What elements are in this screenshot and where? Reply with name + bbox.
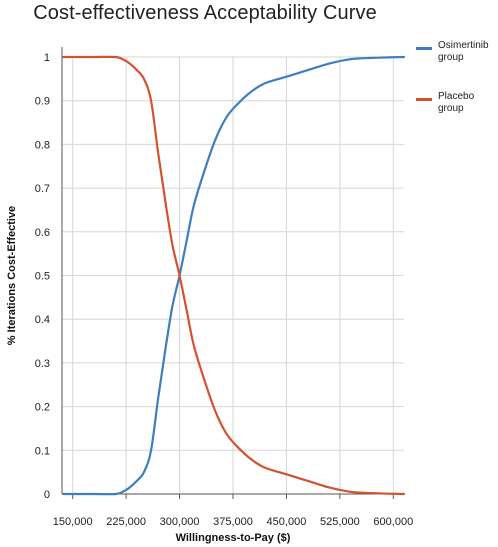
- y-tick-label: 0: [44, 489, 50, 501]
- y-tick-label: 0.4: [35, 314, 50, 326]
- legend-item-osimertinib: Osimertinib group: [416, 40, 498, 88]
- x-tick-label: 375,000: [213, 516, 253, 528]
- y-tick-label: 1: [44, 52, 50, 64]
- chart-title: Cost-effectiveness Acceptability Curve: [33, 2, 377, 24]
- y-tick-label: 0.3: [35, 358, 50, 370]
- x-tick-label: 600,000: [373, 516, 413, 528]
- x-axis-title: Willingness-to-Pay ($): [176, 532, 291, 544]
- x-tick-label: 450,000: [267, 516, 307, 528]
- y-tick-label: 0.9: [35, 96, 50, 108]
- legend-swatch-placebo: [416, 98, 432, 101]
- y-tick-label: 0.6: [35, 227, 50, 239]
- y-tick-label: 0.7: [35, 183, 50, 195]
- y-axis-title: % Iterations Cost-Effective: [6, 206, 18, 345]
- y-tick-label: 0.1: [35, 445, 50, 457]
- legend: Osimertinib group Placebo group: [416, 40, 498, 142]
- y-tick-label: 0.2: [35, 402, 50, 414]
- y-tick-label: 0.5: [35, 271, 50, 283]
- legend-label-placebo: Placebo group: [438, 91, 475, 114]
- series-line-0: [62, 55, 406, 496]
- legend-label-osimertinib: Osimertinib group: [438, 40, 489, 63]
- x-tick-label: 300,000: [160, 516, 200, 528]
- series-line-1: [62, 55, 406, 496]
- x-tick-label: 150,000: [53, 516, 93, 528]
- legend-swatch-osimertinib: [416, 47, 432, 50]
- x-tick-label: 225,000: [106, 516, 146, 528]
- legend-item-placebo: Placebo group: [416, 91, 498, 139]
- y-tick-label: 0.8: [35, 139, 50, 151]
- x-tick-label: 525,000: [320, 516, 360, 528]
